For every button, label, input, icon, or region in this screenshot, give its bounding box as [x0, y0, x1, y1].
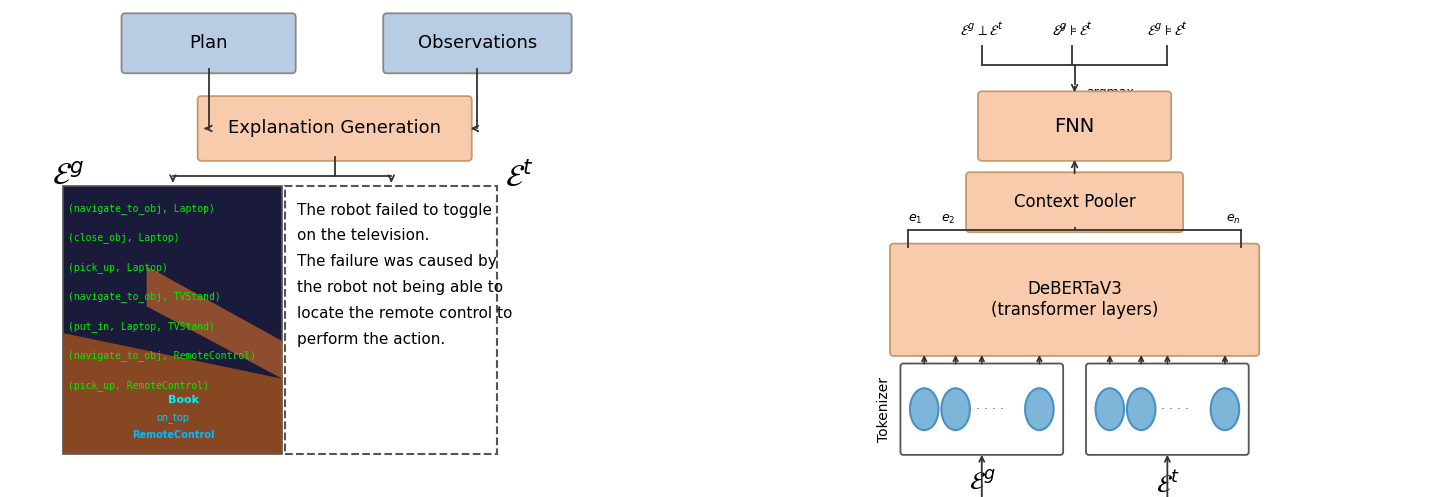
- Text: on_top: on_top: [156, 414, 189, 424]
- Text: Book: Book: [169, 395, 199, 405]
- Ellipse shape: [941, 388, 970, 430]
- Text: $\mathcal{E}^g \perp \mathcal{E}^t$: $\mathcal{E}^g \perp \mathcal{E}^t$: [960, 21, 1004, 39]
- Text: RemoteControl: RemoteControl: [131, 430, 214, 440]
- Text: DeBERTaV3
(transformer layers): DeBERTaV3 (transformer layers): [991, 280, 1158, 319]
- Text: FNN: FNN: [1054, 117, 1095, 136]
- FancyBboxPatch shape: [121, 13, 296, 73]
- FancyBboxPatch shape: [890, 244, 1259, 356]
- FancyBboxPatch shape: [383, 13, 572, 73]
- FancyBboxPatch shape: [64, 185, 283, 454]
- Text: $\mathcal{E}^t$: $\mathcal{E}^t$: [1155, 471, 1180, 497]
- FancyBboxPatch shape: [901, 363, 1063, 455]
- FancyBboxPatch shape: [978, 91, 1171, 161]
- Polygon shape: [64, 333, 283, 454]
- Text: (navigate_to_obj, RemoteControl): (navigate_to_obj, RemoteControl): [68, 350, 256, 361]
- Polygon shape: [147, 266, 283, 379]
- Text: argmax: argmax: [1086, 85, 1134, 98]
- Text: Observations: Observations: [417, 34, 537, 52]
- Ellipse shape: [1210, 388, 1239, 430]
- FancyBboxPatch shape: [1086, 363, 1249, 455]
- Text: (navigate_to_obj, TVStand): (navigate_to_obj, TVStand): [68, 291, 221, 302]
- Ellipse shape: [910, 388, 939, 430]
- FancyBboxPatch shape: [286, 185, 497, 454]
- Text: $\mathcal{E}^g \not\models \mathcal{E}^t$: $\mathcal{E}^g \not\models \mathcal{E}^t…: [1051, 21, 1093, 38]
- Ellipse shape: [1126, 388, 1155, 430]
- Text: (close_obj, Laptop): (close_obj, Laptop): [68, 232, 180, 243]
- Text: (navigate_to_obj, Laptop): (navigate_to_obj, Laptop): [68, 203, 215, 214]
- FancyBboxPatch shape: [966, 172, 1183, 232]
- Text: (pick_up, Laptop): (pick_up, Laptop): [68, 262, 168, 272]
- Ellipse shape: [1096, 388, 1123, 430]
- Text: Explanation Generation: Explanation Generation: [228, 119, 442, 138]
- Ellipse shape: [1025, 388, 1054, 430]
- Text: Tokenizer: Tokenizer: [878, 377, 891, 442]
- Text: Context Pooler: Context Pooler: [1014, 193, 1135, 211]
- Text: · · · · · ·: · · · · · ·: [1145, 403, 1190, 415]
- Text: Plan: Plan: [189, 34, 228, 52]
- Text: $\mathcal{E}^g \models \mathcal{E}^t$: $\mathcal{E}^g \models \mathcal{E}^t$: [1147, 21, 1188, 39]
- Text: $\mathcal{E}^g$: $\mathcal{E}^g$: [52, 162, 84, 191]
- Text: $\mathcal{E}^t$: $\mathcal{E}^t$: [505, 162, 533, 193]
- FancyBboxPatch shape: [198, 96, 472, 161]
- Text: (put_in, Laptop, TVStand): (put_in, Laptop, TVStand): [68, 321, 215, 331]
- Text: $\mathcal{E}^g$: $\mathcal{E}^g$: [969, 471, 995, 495]
- Text: $e_1$: $e_1$: [908, 213, 923, 227]
- Text: · · · · · ·: · · · · · ·: [960, 403, 1004, 415]
- Text: $e_2$: $e_2$: [941, 213, 956, 227]
- Text: (pick_up, RemoteControl): (pick_up, RemoteControl): [68, 380, 209, 391]
- Text: $e_n$: $e_n$: [1226, 213, 1240, 227]
- Text: The robot failed to toggle
on the television.
The failure was caused by
the robo: The robot failed to toggle on the televi…: [296, 203, 513, 347]
